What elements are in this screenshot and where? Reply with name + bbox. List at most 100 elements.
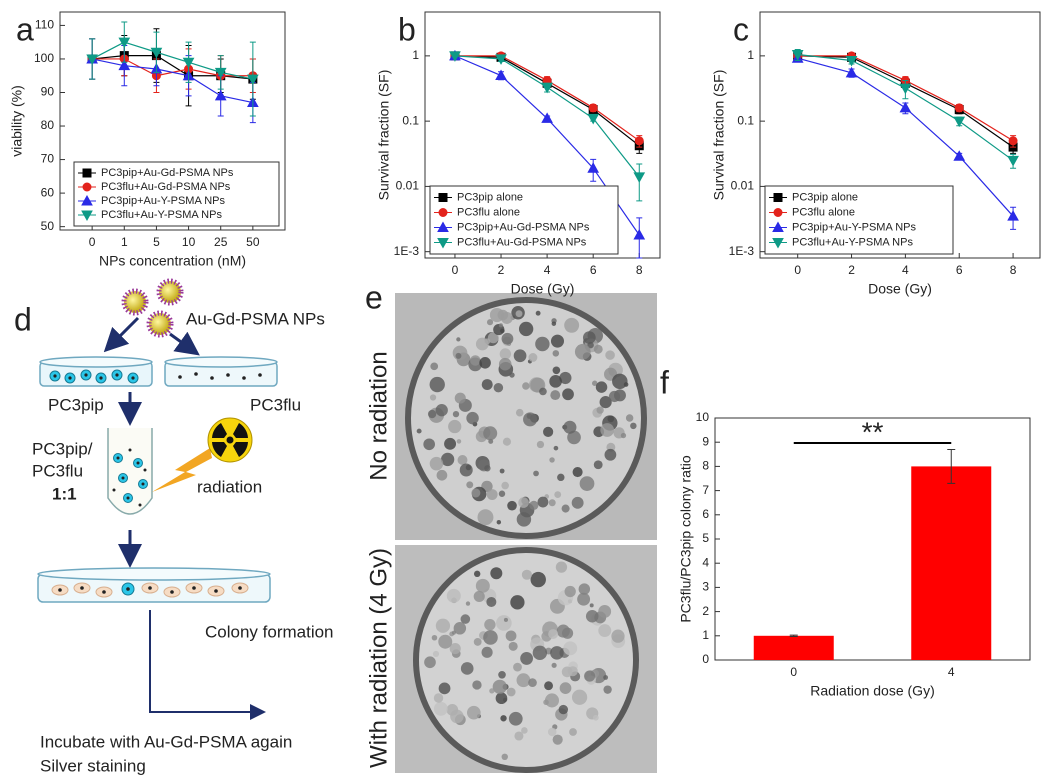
colony bbox=[460, 662, 474, 675]
legend-label: PC3flu alone bbox=[792, 206, 855, 218]
marker bbox=[81, 194, 93, 206]
colony bbox=[567, 430, 581, 445]
colony bbox=[430, 362, 439, 371]
marker bbox=[633, 172, 646, 183]
y-tick-label: 1 bbox=[702, 628, 709, 642]
marker bbox=[541, 82, 553, 94]
colony bbox=[513, 662, 522, 672]
label: Incubate with Au-Gd-PSMA again bbox=[40, 732, 292, 751]
radiation-icon bbox=[207, 417, 253, 463]
colony bbox=[563, 420, 577, 434]
marker bbox=[791, 49, 804, 61]
y-tick-label: 1E-3 bbox=[394, 244, 420, 258]
label: Silver staining bbox=[40, 756, 146, 775]
colony bbox=[486, 596, 497, 607]
label: Colony formation bbox=[205, 622, 334, 641]
colony bbox=[498, 357, 512, 371]
colony bbox=[450, 709, 464, 724]
colony bbox=[522, 382, 530, 390]
label: PC3pip bbox=[48, 395, 104, 414]
arrow bbox=[103, 316, 140, 353]
colony bbox=[457, 455, 468, 465]
colony bbox=[595, 381, 608, 393]
photo-label: No radiation bbox=[365, 351, 392, 480]
marker bbox=[82, 168, 92, 178]
colony bbox=[569, 728, 577, 736]
y-tick-label: 100 bbox=[34, 51, 54, 65]
colony bbox=[508, 711, 523, 726]
panel-letter: f bbox=[660, 364, 669, 400]
colony bbox=[457, 349, 462, 354]
plot-frame bbox=[424, 11, 661, 259]
colony bbox=[483, 426, 498, 441]
legend-box bbox=[429, 185, 619, 255]
colony bbox=[416, 428, 422, 434]
colony bbox=[562, 388, 574, 401]
colony bbox=[544, 693, 560, 708]
y-tick-label: 80 bbox=[41, 118, 55, 132]
x-tick-label: 2 bbox=[848, 263, 855, 277]
colony bbox=[515, 408, 524, 417]
colony bbox=[550, 646, 564, 660]
colony bbox=[510, 595, 525, 610]
x-tick-label: 4 bbox=[902, 263, 909, 277]
x-tick-label: 4 bbox=[948, 665, 955, 679]
colony bbox=[505, 630, 517, 642]
y-tick-label: 8 bbox=[702, 459, 709, 473]
y-tick-label: 1 bbox=[747, 48, 754, 62]
colony bbox=[592, 380, 598, 386]
y-axis-label: PC3flu/PC3pip colony ratio bbox=[678, 455, 694, 623]
label: PC3pip/ bbox=[32, 439, 93, 458]
marker bbox=[118, 37, 131, 49]
colony bbox=[470, 355, 481, 366]
x-tick-label: 6 bbox=[590, 263, 597, 277]
marker bbox=[541, 112, 553, 123]
colony bbox=[599, 396, 612, 409]
colony bbox=[604, 448, 617, 461]
colony bbox=[578, 583, 591, 595]
x-tick-label: 0 bbox=[790, 665, 797, 679]
lightning bbox=[152, 448, 212, 492]
y-tick-label: 0.01 bbox=[731, 179, 755, 193]
marker bbox=[634, 136, 644, 146]
marker bbox=[845, 66, 858, 78]
colony bbox=[498, 670, 506, 679]
series-line bbox=[91, 41, 253, 80]
colony bbox=[579, 476, 595, 491]
colony bbox=[535, 310, 541, 316]
series-line bbox=[454, 55, 640, 147]
y-tick-label: 0.01 bbox=[396, 179, 420, 193]
plot-frame bbox=[759, 11, 1041, 259]
colony bbox=[484, 619, 496, 631]
colony bbox=[495, 692, 508, 705]
y-tick-label: 6 bbox=[702, 507, 709, 521]
series-line bbox=[92, 58, 253, 104]
colony bbox=[486, 319, 494, 326]
legend-label: PC3flu+Au-Y-PSMA NPs bbox=[101, 209, 222, 221]
marker bbox=[118, 59, 131, 71]
colony bbox=[429, 456, 444, 471]
colony bbox=[529, 500, 539, 510]
colony bbox=[598, 605, 612, 618]
colony bbox=[456, 439, 462, 444]
colony bbox=[528, 353, 538, 362]
colony bbox=[466, 705, 481, 720]
dish bbox=[164, 356, 278, 387]
x-tick-label: 2 bbox=[498, 263, 505, 277]
colony bbox=[543, 699, 549, 706]
x-tick-label: 0 bbox=[452, 263, 459, 277]
colony bbox=[530, 571, 546, 588]
colony bbox=[496, 520, 502, 525]
colony bbox=[502, 437, 512, 446]
legend-label: PC3flu+Au-Gd-PSMA NPs bbox=[457, 236, 587, 248]
colony bbox=[448, 419, 462, 434]
colony bbox=[603, 675, 609, 680]
label: 1:1 bbox=[52, 484, 77, 503]
colony bbox=[518, 497, 529, 508]
legend-label: PC3pip+Au-Y-PSMA NPs bbox=[792, 221, 917, 233]
error-bar bbox=[947, 448, 956, 484]
colony bbox=[503, 617, 508, 622]
colony bbox=[612, 373, 628, 390]
marker bbox=[214, 67, 227, 79]
marker bbox=[633, 228, 646, 240]
